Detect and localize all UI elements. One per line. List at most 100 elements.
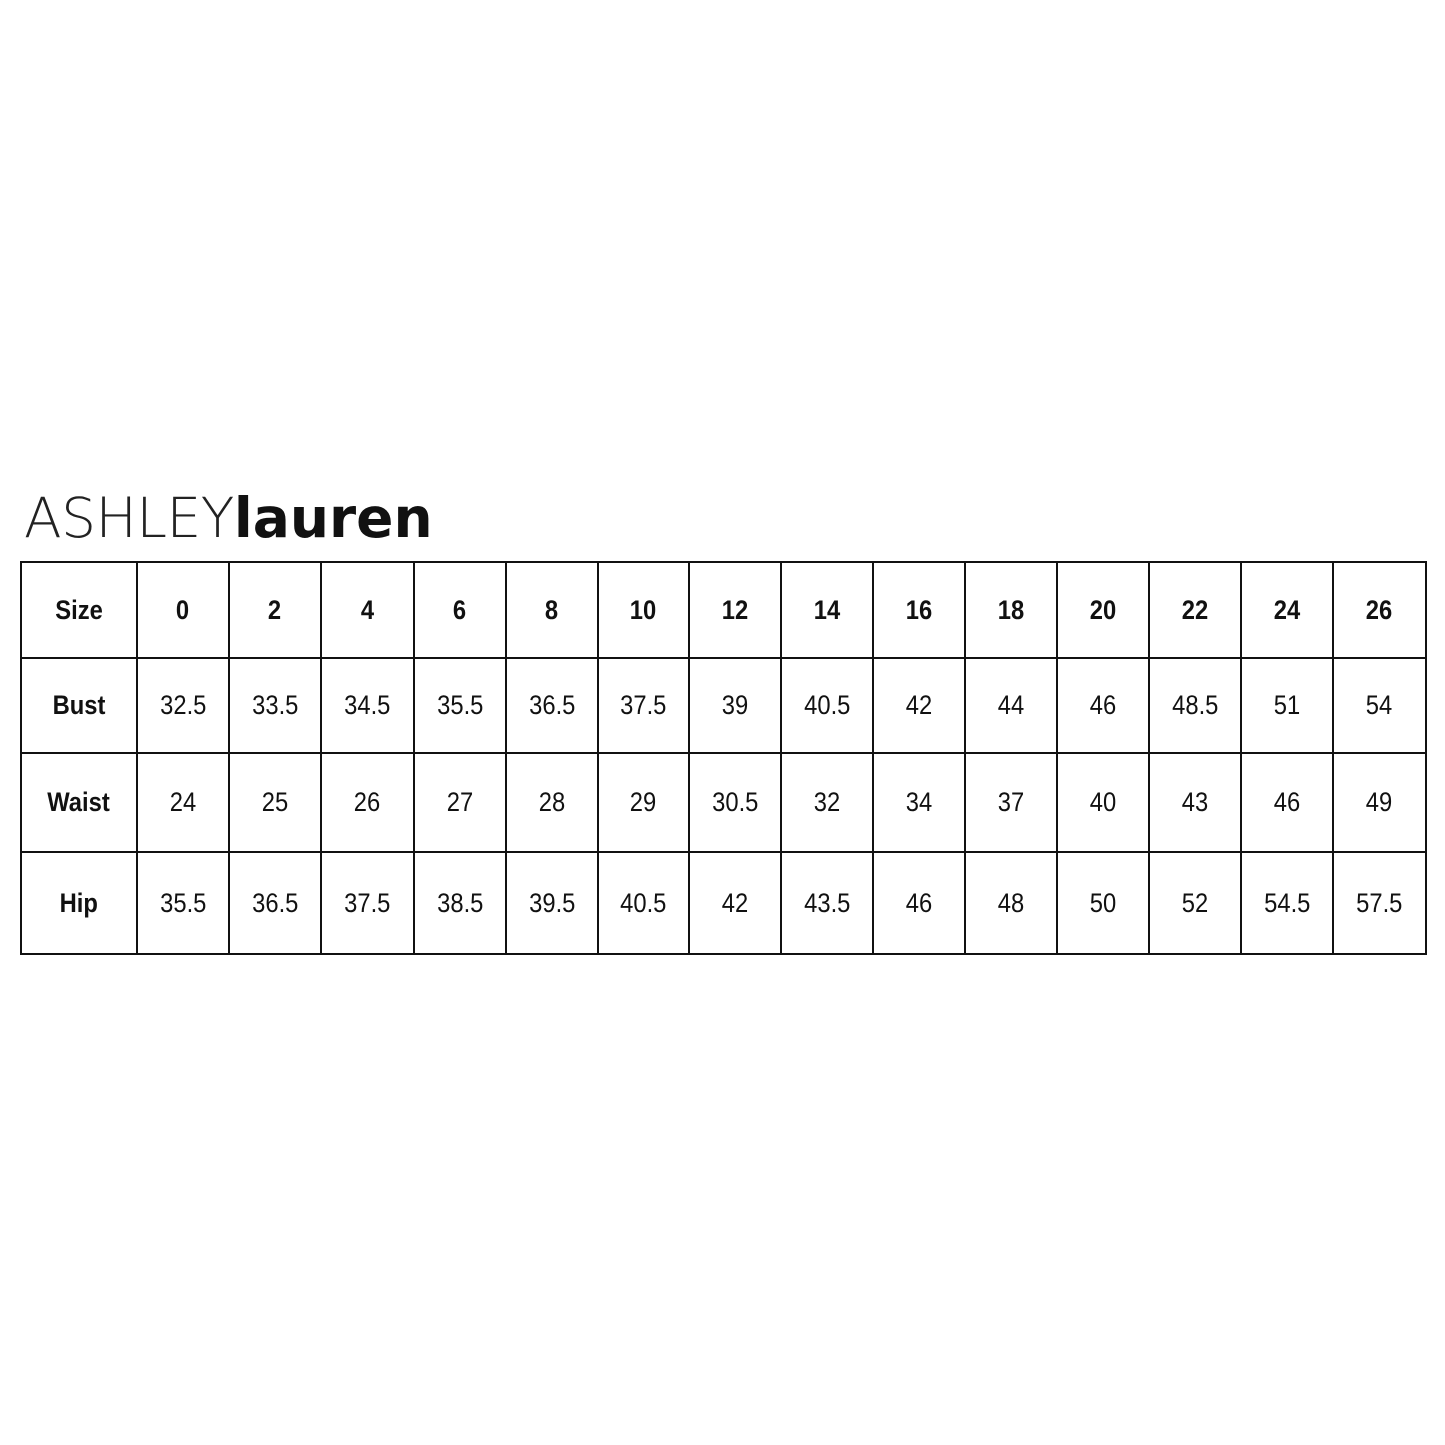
size-header-cell: 2 [228,561,322,659]
measurement-cell: 40.5 [597,851,690,955]
measurement-cell: 37.5 [320,851,415,955]
measurement-cell-text: 46 [905,887,933,918]
measurement-cell: 34 [872,752,966,853]
measurement-cell: 34.5 [320,657,415,754]
measurement-cell: 51 [1240,657,1334,754]
size-header-cell-text: 24 [1273,594,1301,625]
size-header-cell-text: 8 [545,594,559,625]
size-header-cell: 18 [964,561,1058,659]
measurement-cell: 57.5 [1332,851,1427,955]
measurement-cell: 27 [413,752,507,853]
measurement-cell-text: 27 [446,787,474,817]
measurement-cell: 39 [688,657,782,754]
measurement-cell-text: 36.5 [251,887,299,918]
measurement-cell: 46 [1056,657,1150,754]
measurement-cell-text: 54 [1366,690,1393,720]
size-header-cell: 4 [320,561,415,659]
measurement-cell: 46 [872,851,966,955]
size-header-cell-text: 22 [1181,594,1209,625]
measurement-cell: 48.5 [1148,657,1242,754]
measurement-cell: 39.5 [505,851,599,955]
measurement-cell-text: 46 [1273,787,1301,817]
row-label: Waist [20,752,138,853]
measurement-cell-text: 34.5 [344,690,391,720]
measurement-cell: 32.5 [136,657,230,754]
measurement-cell-text: 29 [630,787,657,817]
measurement-cell-text: 54.5 [1263,887,1311,918]
size-header-cell-text: 26 [1366,594,1393,625]
size-header-cell: 14 [780,561,874,659]
brand-logo: ASHLEYlauren [24,488,433,548]
measurement-cell-text: 44 [997,690,1025,720]
measurement-cell-text: 35.5 [159,887,207,918]
measurement-cell-text: 34 [905,787,933,817]
measurement-cell-text: 24 [169,787,197,817]
measurement-cell-text: 49 [1366,787,1393,817]
measurement-cell: 37 [964,752,1058,853]
measurement-cell: 42 [872,657,966,754]
measurement-cell-text: 38.5 [436,887,484,918]
size-label: Size [20,561,138,659]
measurement-cell: 28 [505,752,599,853]
size-header-cell: 8 [505,561,599,659]
size-header-cell: 16 [872,561,966,659]
measurement-cell-text: 30.5 [711,787,759,817]
measurement-cell-text: 40.5 [620,887,667,918]
size-header-cell-text: 14 [813,594,841,625]
size-header-cell: 10 [597,561,690,659]
row-label-text: Waist [47,787,111,817]
measurement-cell: 24 [136,752,230,853]
size-header-cell-text: 0 [176,594,190,625]
size-header-cell-text: 18 [997,594,1025,625]
measurement-cell-text: 37.5 [620,690,667,720]
size-label-text: Size [55,594,103,625]
measurement-cell: 40.5 [780,657,874,754]
measurement-cell-text: 46 [1089,690,1117,720]
size-header-cell-text: 6 [453,594,467,625]
measurement-cell-text: 50 [1089,887,1117,918]
measurement-cell-text: 48.5 [1171,690,1219,720]
measurement-cell: 40 [1056,752,1150,853]
size-header-cell: 26 [1332,561,1427,659]
size-header-cell: 0 [136,561,230,659]
measurement-cell-text: 33.5 [251,690,299,720]
measurement-cell: 35.5 [413,657,507,754]
size-header-cell: 12 [688,561,782,659]
measurement-cell-text: 35.5 [436,690,484,720]
measurement-cell: 43 [1148,752,1242,853]
size-header-cell-text: 16 [905,594,933,625]
measurement-cell-text: 32 [813,787,841,817]
measurement-cell: 29 [597,752,690,853]
measurement-cell-text: 52 [1181,887,1209,918]
measurement-cell: 54 [1332,657,1427,754]
measurement-cell-text: 51 [1273,690,1301,720]
size-header-cell: 6 [413,561,507,659]
measurement-cell: 32 [780,752,874,853]
size-header-cell-text: 10 [630,594,657,625]
measurement-cell: 54.5 [1240,851,1334,955]
measurement-cell: 36.5 [228,851,322,955]
measurement-cell-text: 42 [721,887,749,918]
measurement-cell: 44 [964,657,1058,754]
measurement-cell: 30.5 [688,752,782,853]
row-label-text: Hip [59,887,99,918]
table-row: Bust 32.5 33.5 34.5 35.5 36.5 37.5 39 40.5 42 44 46… [20,657,1427,754]
measurement-cell: 37.5 [597,657,690,754]
size-header-cell: 22 [1148,561,1242,659]
measurement-cell-text: 42 [905,690,933,720]
measurement-cell-text: 57.5 [1356,887,1403,918]
measurement-cell-text: 48 [997,887,1025,918]
size-header-cell-text: 4 [360,594,375,625]
measurement-cell: 52 [1148,851,1242,955]
measurement-cell-text: 25 [261,787,289,817]
measurement-cell: 49 [1332,752,1427,853]
size-header-cell-text: 2 [268,594,282,625]
measurement-cell: 42 [688,851,782,955]
measurement-cell-text: 37.5 [344,887,391,918]
measurement-cell: 50 [1056,851,1150,955]
measurement-cell: 36.5 [505,657,599,754]
measurement-cell-text: 28 [538,787,566,817]
measurement-cell: 26 [320,752,415,853]
measurement-cell: 38.5 [413,851,507,955]
size-header-cell: 24 [1240,561,1334,659]
